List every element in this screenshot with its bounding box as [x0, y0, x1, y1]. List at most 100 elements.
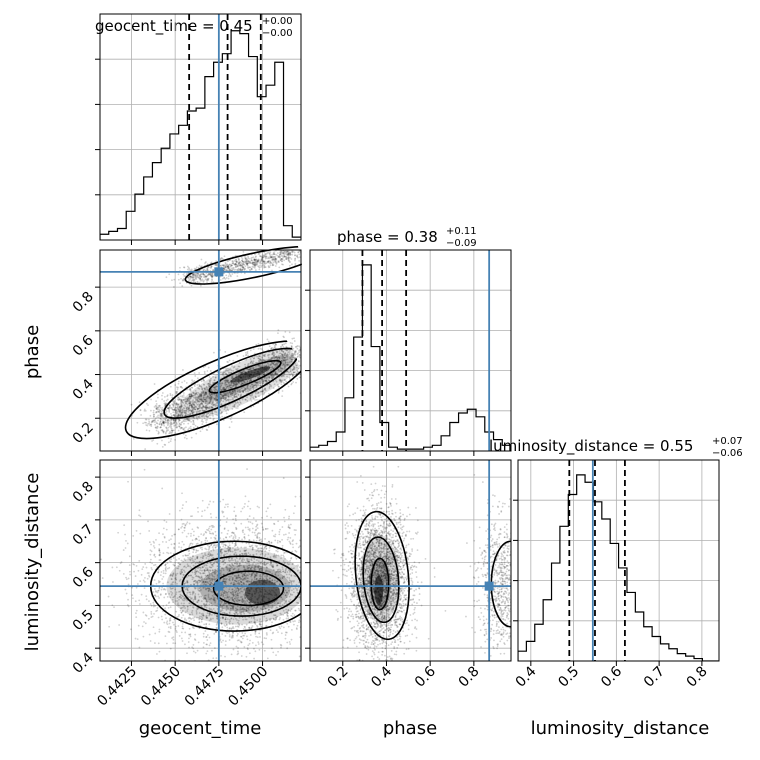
scatter-point — [179, 414, 182, 417]
scatter-point — [214, 264, 217, 267]
scatter-point — [281, 367, 284, 370]
scatter-point — [150, 398, 152, 401]
scatter-point — [188, 399, 191, 402]
scatter-point — [283, 251, 286, 254]
scatter-point — [226, 385, 229, 388]
scatter-point — [201, 388, 204, 390]
scatter-point — [172, 419, 175, 422]
scatter-point — [169, 552, 172, 554]
scatter-point — [224, 379, 227, 382]
scatter-point — [301, 602, 303, 604]
scatter-point — [293, 371, 295, 374]
scatter-point — [196, 393, 199, 396]
scatter-point — [164, 411, 167, 414]
scatter-point — [226, 398, 229, 401]
scatter-point — [213, 388, 216, 391]
scatter-point — [169, 432, 172, 434]
scatter-point — [167, 552, 170, 555]
scatter-point — [247, 388, 250, 391]
panel-frame — [99, 13, 302, 241]
scatter-point — [159, 417, 162, 420]
scatter-point — [209, 383, 211, 386]
scatter-point — [231, 385, 234, 387]
scatter-point — [259, 255, 262, 258]
scatter-point — [177, 429, 180, 432]
scatter-point — [203, 398, 206, 401]
scatter-point — [163, 596, 166, 599]
scatter-point — [165, 566, 167, 569]
scatter-point — [223, 276, 226, 279]
scatter-point — [200, 415, 203, 418]
scatter-point — [172, 642, 175, 644]
scatter-point — [200, 394, 203, 396]
scatter-point — [233, 394, 236, 397]
scatter-point — [213, 404, 216, 407]
scatter-point — [185, 412, 188, 415]
scatter-point — [236, 390, 239, 392]
scatter-point — [239, 395, 242, 398]
scatter-point — [189, 425, 192, 428]
scatter-point — [166, 427, 168, 430]
scatter-point — [154, 417, 157, 420]
scatter-point — [156, 406, 159, 409]
scatter-point — [212, 403, 215, 406]
scatter-point — [220, 412, 223, 415]
scatter-point — [271, 253, 274, 256]
scatter-point — [191, 410, 193, 413]
scatter-point — [222, 394, 225, 397]
scatter-point — [155, 400, 158, 403]
scatter-point — [268, 376, 270, 378]
scatter-point — [244, 363, 246, 366]
scatter-point — [192, 419, 195, 422]
scatter-point — [258, 365, 261, 368]
scatter-point — [145, 429, 148, 432]
scatter-point — [142, 422, 145, 425]
scatter-point — [272, 362, 275, 364]
scatter-point — [235, 260, 238, 263]
scatter-point — [156, 442, 159, 445]
scatter-point — [272, 363, 275, 366]
scatter-point — [249, 362, 252, 364]
scatter-point — [173, 402, 175, 405]
scatter-point — [212, 381, 214, 384]
scatter-point — [271, 632, 274, 635]
panel-frame — [309, 249, 512, 452]
scatter-point — [293, 623, 295, 626]
scatter-point — [255, 644, 257, 647]
scatter-point — [276, 350, 279, 353]
scatter-point — [312, 547, 314, 549]
scatter-point — [188, 406, 191, 409]
scatter-point — [186, 268, 189, 271]
scatter-point — [254, 399, 256, 401]
scatter-point — [219, 386, 222, 389]
scatter-point — [192, 407, 194, 410]
scatter-point — [270, 374, 273, 377]
scatter-point — [161, 578, 164, 580]
scatter-point — [227, 369, 230, 372]
scatter-point — [280, 379, 283, 382]
scatter-point — [226, 386, 229, 388]
scatter-point — [241, 390, 244, 392]
scatter-point — [214, 376, 217, 379]
scatter-point — [243, 370, 246, 373]
scatter-point — [229, 393, 232, 396]
scatter-point — [233, 382, 236, 385]
scatter-point — [184, 418, 187, 421]
scatter-point — [275, 361, 278, 363]
scatter-point — [210, 395, 213, 398]
scatter-point — [206, 416, 209, 418]
scatter-point — [280, 370, 282, 373]
scatter-point — [292, 356, 295, 359]
scatter-point — [221, 277, 224, 280]
scatter-point — [180, 405, 182, 408]
scatter-point — [235, 382, 238, 385]
scatter-point — [231, 392, 234, 395]
scatter-point — [221, 397, 223, 399]
scatter-point — [330, 609, 332, 611]
scatter-point — [179, 399, 181, 401]
scatter-point — [256, 364, 259, 367]
scatter-point — [264, 353, 267, 356]
scatter-point — [202, 405, 204, 408]
scatter-point — [206, 383, 209, 385]
scatter-point — [286, 647, 289, 650]
